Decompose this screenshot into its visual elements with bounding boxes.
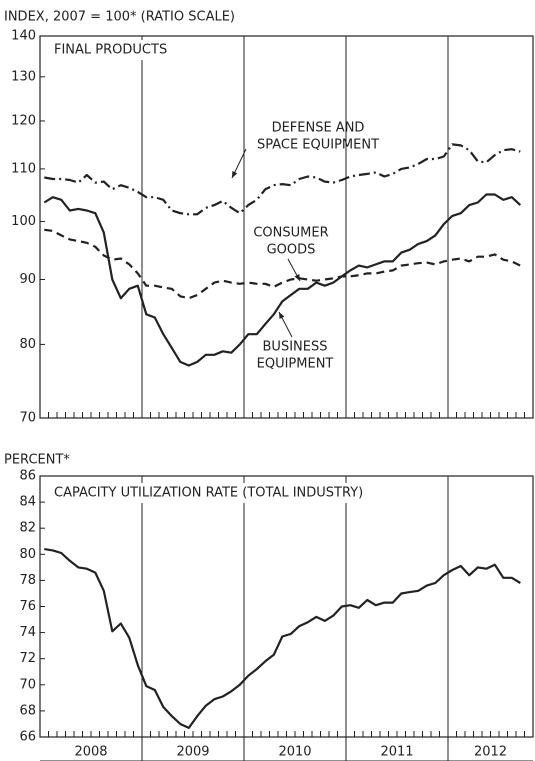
series-label: BUSINESS	[263, 340, 328, 355]
series-line	[44, 143, 521, 216]
y-tick-label: 80	[19, 337, 36, 352]
arrow-head	[294, 274, 300, 281]
series-label: SPACE EQUIPMENT	[257, 138, 379, 153]
y-tick-label: 86	[19, 469, 36, 484]
y-tick-label: 110	[11, 161, 36, 176]
series-label: DEFENSE AND	[272, 121, 365, 136]
series-label: GOODS	[267, 243, 316, 258]
y-tick-label: 68	[19, 703, 36, 718]
y-tick-label: 100	[11, 214, 36, 229]
y-tick-label: 120	[11, 113, 36, 128]
x-tick-label: 2011	[380, 745, 413, 760]
y-tick-label: 84	[19, 495, 36, 510]
arrow-head	[232, 171, 238, 178]
arrow-head	[279, 312, 285, 319]
series-line	[44, 228, 521, 300]
y-tick-label: 82	[19, 521, 36, 536]
y-tick-label: 80	[19, 547, 36, 562]
y-tick-label: 70	[19, 411, 36, 426]
plot-frame	[39, 475, 534, 738]
y-tick-label: 74	[19, 625, 36, 640]
title-bg	[46, 483, 372, 503]
x-tick-label: 2010	[278, 745, 311, 760]
series-line	[43, 193, 522, 367]
axis-label: PERCENT*	[4, 453, 70, 468]
y-tick-label: 66	[19, 730, 36, 745]
chart-title: CAPACITY UTILIZATION RATE (TOTAL INDUSTR…	[54, 486, 363, 501]
series-line	[44, 548, 521, 729]
x-tick-label: 2009	[176, 745, 209, 760]
x-tick-label: 2012	[474, 745, 507, 760]
series-label: CONSUMER	[253, 226, 328, 241]
y-tick-label: 70	[19, 677, 36, 692]
x-tick-label: 2008	[74, 745, 107, 760]
y-tick-label: 72	[19, 651, 36, 666]
y-tick-label: 90	[19, 272, 36, 287]
title-bg	[46, 40, 176, 60]
y-tick-label: 140	[11, 29, 36, 44]
y-tick-label: 76	[19, 599, 36, 614]
series-label: EQUIPMENT	[257, 357, 334, 372]
axis-label: INDEX, 2007 = 100* (RATIO SCALE)	[4, 10, 235, 25]
y-tick-label: 78	[19, 573, 36, 588]
chart-title: FINAL PRODUCTS	[54, 43, 167, 58]
y-tick-label: 130	[11, 69, 36, 84]
